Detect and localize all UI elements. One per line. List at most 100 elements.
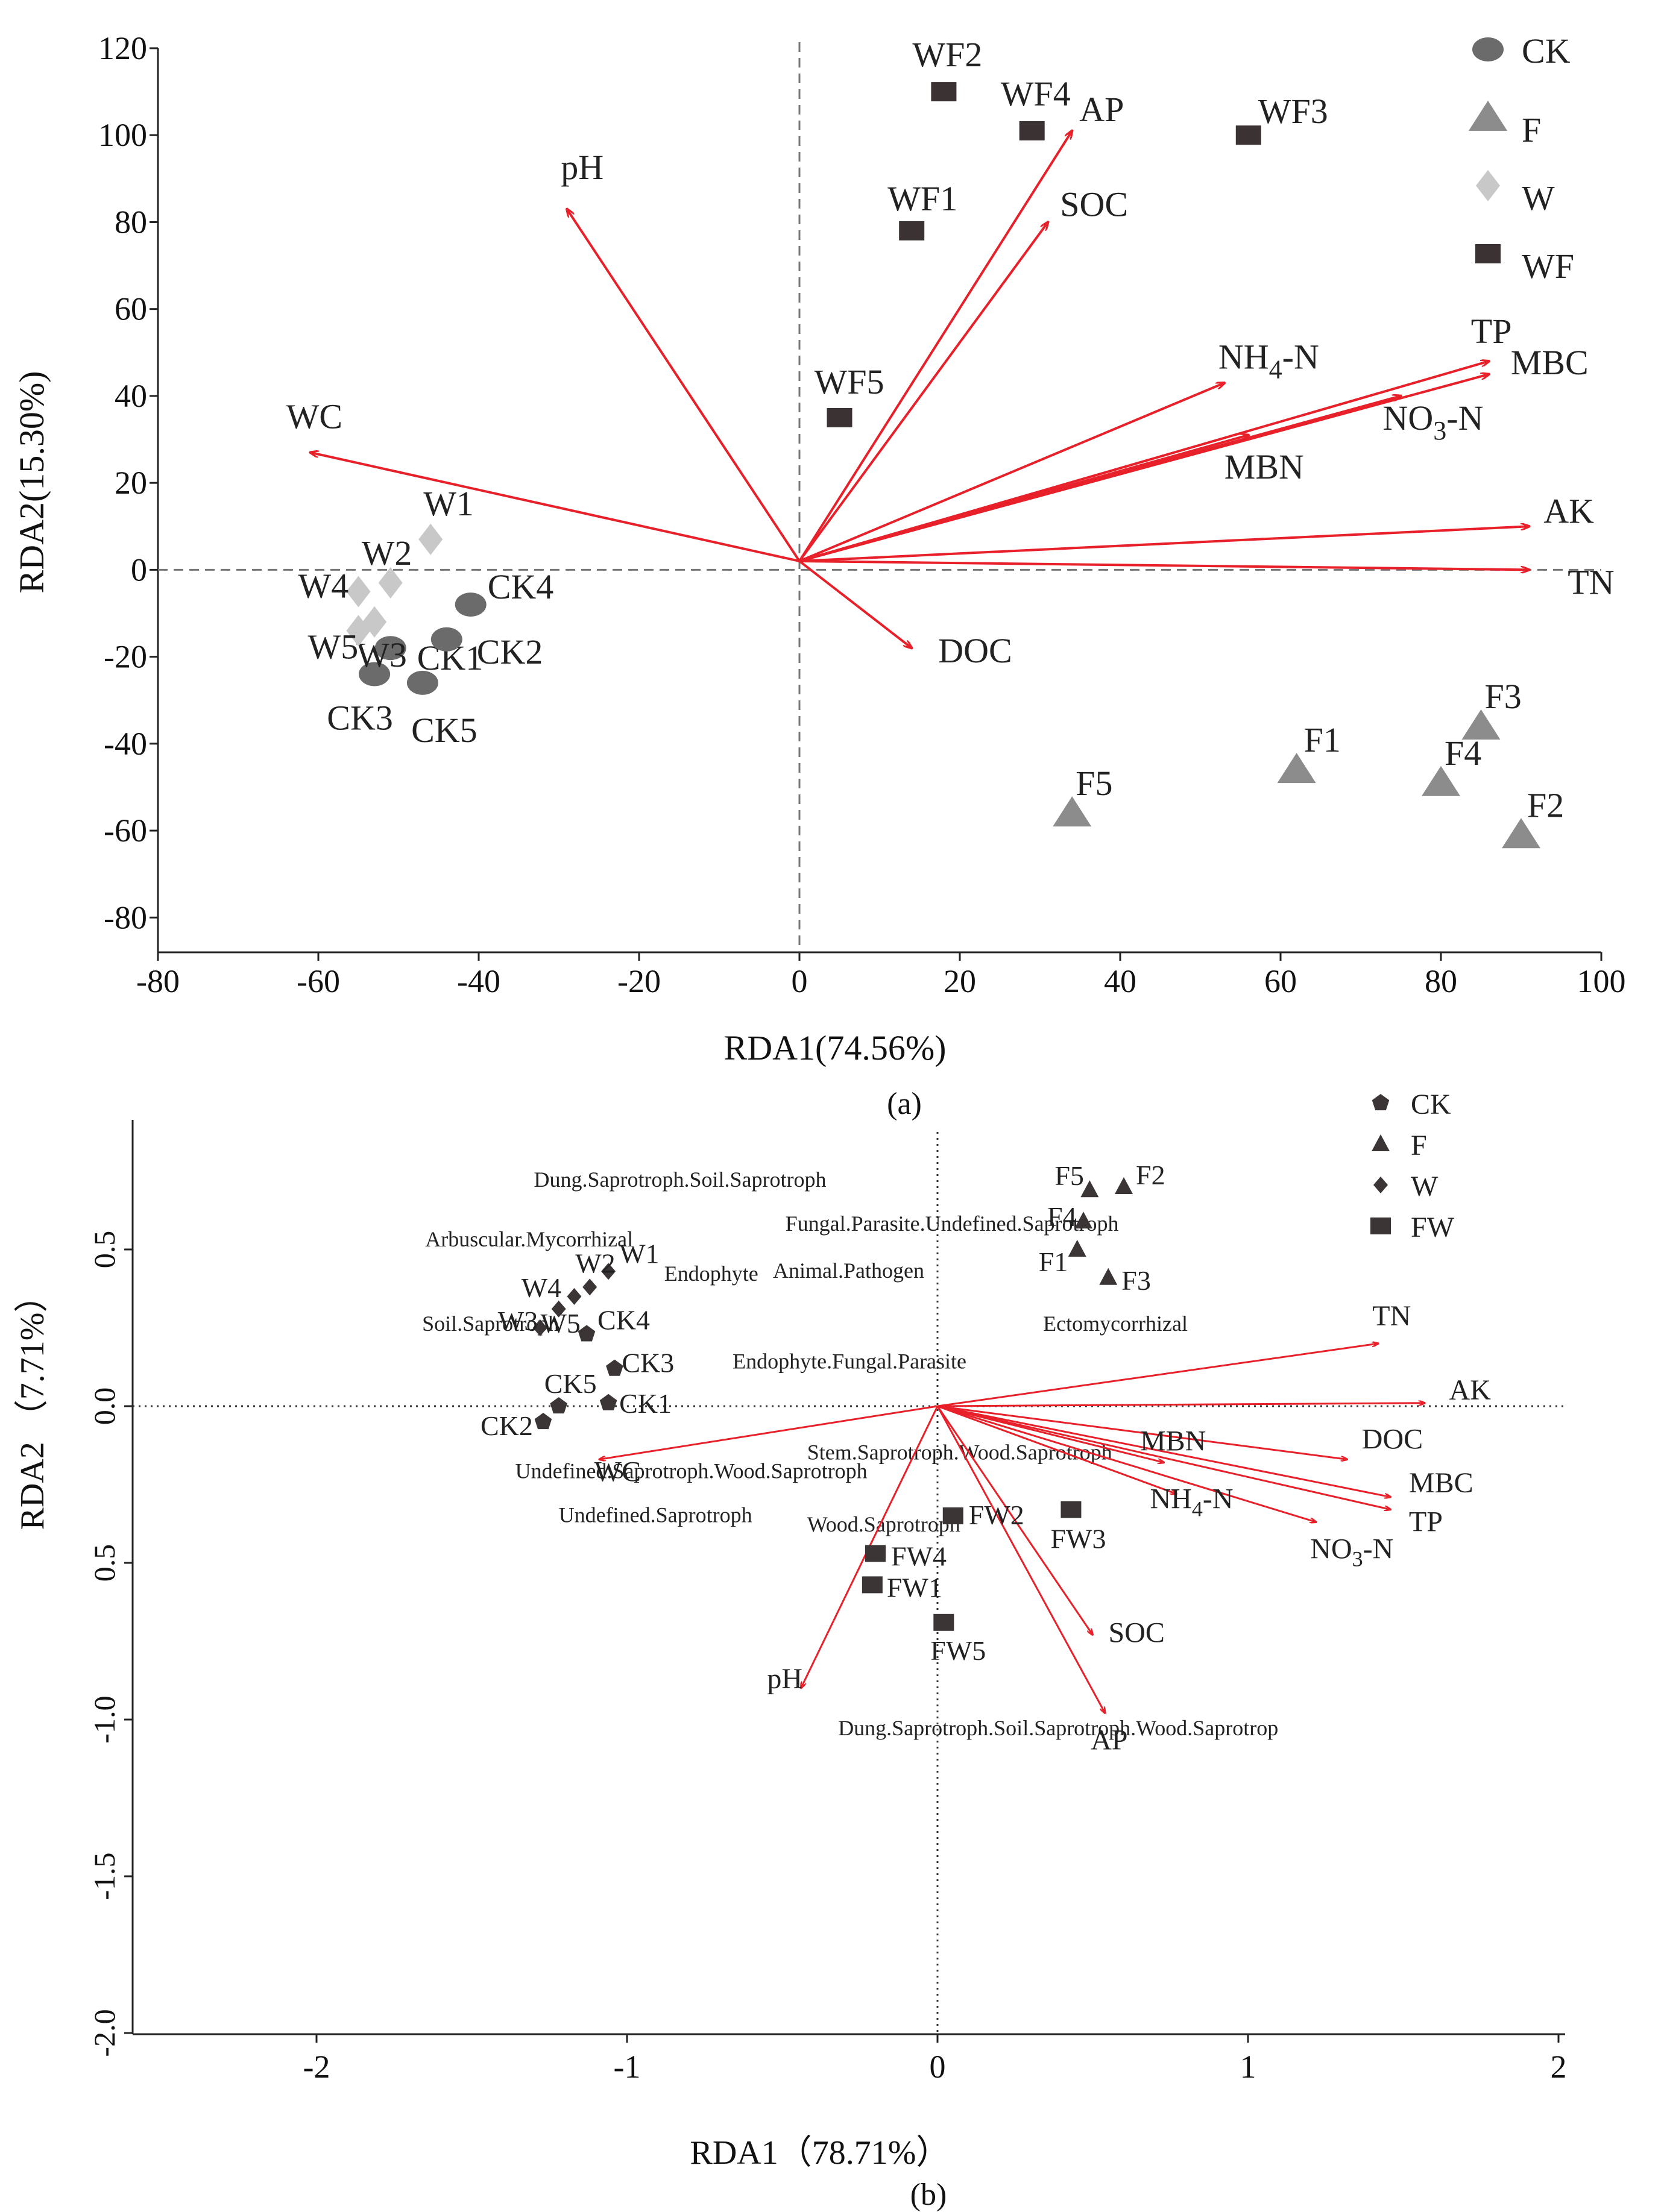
vector-b-nh4-n-label: NH4-N bbox=[1150, 1483, 1234, 1521]
point-b-w3-label: W3 bbox=[498, 1306, 538, 1336]
point-b-f3-marker bbox=[1099, 1268, 1118, 1285]
point-b-ck3-label: CK3 bbox=[622, 1348, 674, 1378]
panel-a-legend: CK FW WF bbox=[1469, 31, 1574, 286]
panel-a-x-tick-label: -60 bbox=[297, 963, 340, 999]
panel-b-x-tick-label: 1 bbox=[1240, 2049, 1256, 2085]
guild-dung-saprotroph-soil-saprotroph-wood-saprotrop-label: Dung.Saprotroph.Soil.Saprotroph.Wood.Sap… bbox=[838, 1716, 1278, 1740]
panel-a-y-tick-label: 100 bbox=[98, 117, 147, 153]
point-a-ck3-marker bbox=[359, 662, 391, 687]
vector-b-no3-n-label: NO3-N bbox=[1310, 1533, 1393, 1571]
vector-a-tn-arrow bbox=[799, 559, 1529, 570]
vector-b-ak-arrow bbox=[937, 1403, 1425, 1407]
point-b-w1-marker bbox=[601, 1263, 616, 1280]
panel-b-x-tick-label: 2 bbox=[1551, 2049, 1567, 2085]
panel-a-x-tick-label: 40 bbox=[1104, 963, 1136, 999]
point-a-w4-marker bbox=[346, 576, 371, 608]
panel-a-caption: (a) bbox=[887, 1087, 922, 1121]
legend-a-ck-marker bbox=[1472, 37, 1504, 61]
point-b-fw2-marker bbox=[942, 1507, 963, 1524]
vector-a-wc-arrow bbox=[310, 453, 800, 562]
vector-b-ph-label: pH bbox=[767, 1663, 802, 1695]
point-a-w2-marker bbox=[378, 567, 403, 599]
point-a-wf4-label: WF4 bbox=[1001, 74, 1071, 113]
point-a-ck5-marker bbox=[406, 670, 438, 695]
legend-b-fw-marker bbox=[1370, 1218, 1391, 1234]
point-a-ck3-label: CK3 bbox=[327, 698, 393, 737]
point-a-ck2-label: CK2 bbox=[477, 632, 543, 671]
point-b-f4-label: F4 bbox=[1047, 1201, 1077, 1232]
vector-b-soc-label: SOC bbox=[1109, 1617, 1165, 1649]
point-a-wf4-marker bbox=[1019, 121, 1045, 141]
point-b-w3-marker bbox=[532, 1319, 547, 1336]
guild-undefined-saprotroph-wood-saprotroph-label: Undefined.Saprotroph.Wood.Saprotroph bbox=[515, 1459, 868, 1483]
panel-b-sample-points: CK1CK2CK3CK4CK5F1F2F3F4F5W1W2W3W4W5FW1FW… bbox=[481, 1160, 1165, 1666]
panel-a-y-tick-label: 0 bbox=[131, 551, 147, 588]
point-a-w4-label: W4 bbox=[298, 566, 349, 605]
legend-a-w-marker bbox=[1476, 170, 1500, 201]
panel-a-x-tick-label: 20 bbox=[944, 963, 976, 999]
point-b-ck4-label: CK4 bbox=[597, 1304, 650, 1335]
point-b-f4-marker bbox=[1074, 1211, 1093, 1229]
point-a-w2-label: W2 bbox=[362, 533, 412, 573]
point-b-w4-label: W4 bbox=[522, 1272, 561, 1303]
panel-b-y-axis-title: RDA2 （7.71%） bbox=[14, 1279, 51, 1530]
panel-b-y-tick-label: 0.5 bbox=[87, 1231, 121, 1269]
vector-b-doc-label: DOC bbox=[1362, 1423, 1423, 1455]
point-a-f5-marker bbox=[1053, 796, 1092, 827]
point-a-f1-marker bbox=[1277, 753, 1316, 784]
point-b-fw4-label: FW4 bbox=[891, 1541, 947, 1571]
panel-b-x-tick-label: -2 bbox=[303, 2049, 330, 2085]
guild-undefined-saprotroph-label: Undefined.Saprotroph bbox=[559, 1503, 752, 1527]
point-a-f5-label: F5 bbox=[1076, 764, 1112, 803]
panel-b-legend: CK FW FW bbox=[1370, 1089, 1455, 1243]
point-a-w1-label: W1 bbox=[423, 484, 474, 523]
point-a-f1-label: F1 bbox=[1304, 720, 1341, 759]
vector-a-tn-label: TN bbox=[1568, 562, 1614, 602]
panel-a-y-tick-label: 20 bbox=[115, 465, 147, 501]
legend-b-ck-label: CK bbox=[1411, 1089, 1451, 1120]
vector-b-mbc-label: MBC bbox=[1409, 1467, 1473, 1499]
point-a-wf3-label: WF3 bbox=[1258, 92, 1328, 131]
panel-a-y-tick-label: 60 bbox=[115, 291, 147, 327]
panel-b-environment-vectors: TN AK DOC MBC TP NO3-N NH4-N MBN SOC AP pH WC bbox=[594, 1300, 1492, 1756]
point-a-wf5-marker bbox=[827, 407, 852, 427]
guild-soil-saprotroph-label: Soil.Saprotroph bbox=[422, 1312, 559, 1336]
legend-a-w-label: W bbox=[1522, 178, 1555, 218]
legend-a-f-marker bbox=[1469, 101, 1507, 131]
point-a-w3-label: W3 bbox=[356, 635, 407, 674]
vector-b-mbn-label: MBN bbox=[1140, 1425, 1206, 1457]
legend-a-wf-label: WF bbox=[1522, 247, 1574, 286]
point-b-fw4-marker bbox=[865, 1545, 886, 1562]
vector-a-doc-arrow bbox=[798, 560, 912, 648]
legend-b-fw-label: FW bbox=[1411, 1211, 1455, 1243]
panel-a-x-tick-label: 60 bbox=[1264, 963, 1297, 999]
vector-a-ak-arrow bbox=[799, 526, 1529, 562]
point-b-fw3-marker bbox=[1060, 1501, 1082, 1518]
point-b-f1-label: F1 bbox=[1039, 1246, 1068, 1277]
panel-b-y-tick-label: 0.5 bbox=[87, 1544, 121, 1582]
legend-b-f-marker bbox=[1372, 1134, 1390, 1151]
vector-a-ph-arrow bbox=[567, 209, 801, 562]
point-b-fw3-label: FW3 bbox=[1050, 1524, 1106, 1554]
point-b-ck4-marker bbox=[578, 1325, 596, 1342]
panel-a-y-tick-label: 40 bbox=[115, 378, 147, 414]
panel-b-y-tick-label: -1.5 bbox=[87, 1852, 121, 1900]
point-a-wf1-label: WF1 bbox=[887, 179, 957, 218]
vector-a-soc-arrow bbox=[798, 222, 1048, 562]
panel-a-zero-lines bbox=[158, 42, 1601, 952]
panel-a-x-tick-label: 0 bbox=[792, 963, 808, 999]
point-b-f2-marker bbox=[1115, 1177, 1133, 1194]
point-b-w5-marker bbox=[567, 1288, 582, 1305]
point-b-w2-marker bbox=[582, 1278, 597, 1296]
guild-animal-pathogen-label: Animal.Pathogen bbox=[773, 1258, 924, 1283]
vector-a-nh4-n-arrow bbox=[799, 383, 1224, 562]
point-b-f1-marker bbox=[1068, 1240, 1086, 1257]
vector-a-mbc-label: MBC bbox=[1511, 343, 1589, 382]
guild-endophyte-label: Endophyte bbox=[664, 1262, 758, 1286]
vector-b-tp-arrow bbox=[937, 1405, 1391, 1510]
point-b-ck1-marker bbox=[599, 1393, 617, 1410]
point-a-wf1-marker bbox=[899, 221, 925, 240]
point-b-f5-marker bbox=[1080, 1180, 1099, 1198]
vector-a-mbn-label: MBN bbox=[1224, 447, 1304, 486]
panel-b: -2 -1 0 1 2 0.5 0.0 0.5 -1.0 -1.5 -2.0 Dung.Saprot… bbox=[14, 1089, 1567, 2212]
